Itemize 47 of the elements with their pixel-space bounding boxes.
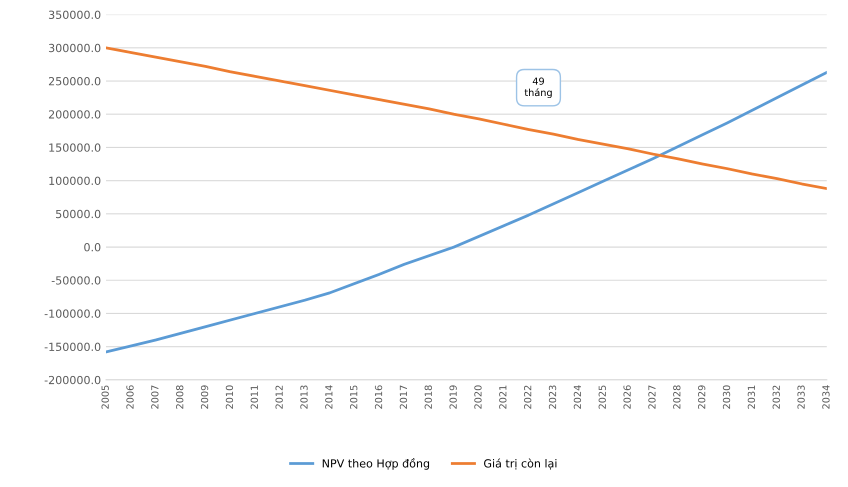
x-tick-label: 2032 — [772, 386, 780, 409]
legend-label: Giá trị còn lại — [484, 458, 556, 470]
x-tick-label: 2021 — [499, 386, 507, 409]
x-tick-label: 2006 — [126, 385, 134, 409]
y-tick-label: -100000.0 — [44, 309, 100, 318]
y-tick-label: -200000.0 — [44, 376, 100, 384]
x-tick-label: 2011 — [250, 386, 258, 409]
y-tick-label: -150000.0 — [44, 342, 100, 352]
line-series — [106, 70, 827, 354]
x-tick-label: 2020 — [474, 385, 482, 409]
legend-label: NPV theo Hợp đồng — [322, 458, 430, 470]
y-tick-label: 200000.0 — [48, 110, 100, 119]
x-tick-label: 2022 — [524, 386, 532, 409]
x-tick-label: 2026 — [623, 385, 631, 409]
x-tick-label: 2019 — [449, 385, 457, 409]
annotation: 49 tháng — [524, 77, 552, 98]
y-tick-label: 100000.0 — [49, 176, 100, 186]
x-tick-label: 2023 — [548, 386, 556, 409]
x-tick-label: 2013 — [300, 386, 308, 409]
x-tick-label: 2018 — [424, 385, 432, 409]
x-tick-label: 2024 — [574, 385, 582, 409]
x-tick-label: 2034 — [822, 385, 830, 409]
x-tick-label: 2005 — [101, 386, 109, 409]
x-tick-label: 2025 — [598, 386, 606, 409]
x-tick-label: 2017 — [400, 386, 408, 409]
x-tick-label: 2027 — [648, 386, 656, 409]
y-tick-label: 250000.0 — [48, 76, 100, 86]
x-tick-label: 2014 — [325, 385, 333, 409]
y-tick-label: 150000.0 — [49, 143, 100, 152]
line-series — [106, 46, 827, 190]
x-tick-label: 2030 — [722, 385, 730, 409]
y-tick-label: -50000.0 — [52, 276, 100, 285]
x-tick-label: 2009 — [200, 385, 208, 409]
x-tick-label: 2010 — [226, 385, 234, 409]
y-tick-label: 0.0 — [84, 243, 100, 252]
y-tick-label: 50000.0 — [56, 210, 100, 218]
x-tick-label: 2029 — [698, 385, 706, 409]
x-tick-label: 2008 — [176, 385, 184, 409]
x-tick-label: 2031 — [748, 386, 756, 409]
x-tick-label: 2033 — [797, 386, 805, 409]
y-tick-label: 300000.0 — [48, 44, 100, 52]
x-tick-label: 2012 — [275, 386, 283, 409]
x-tick-label: 2028 — [673, 385, 680, 409]
x-tick-label: 2007 — [151, 386, 159, 409]
x-tick-label: 2015 — [350, 386, 358, 409]
x-tick-label: 2016 — [374, 385, 382, 409]
y-tick-label: 350000.0 — [48, 10, 100, 19]
